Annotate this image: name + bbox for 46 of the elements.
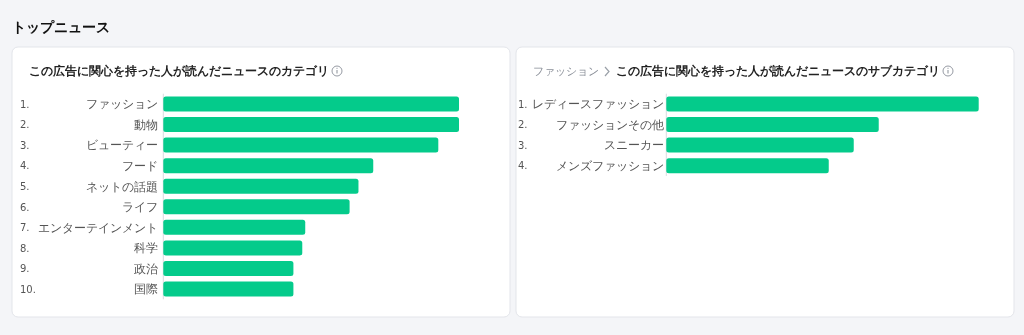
y-tick-label: レディースファッション [531, 97, 664, 112]
text: 9. [20, 263, 30, 275]
text: 4. [20, 160, 30, 172]
y-tick-label: エンターテインメント [38, 220, 158, 235]
chart-title: この広告に関心を持った人が読んだニュースのサブカテゴリ [616, 64, 940, 78]
y-tick-label: 科学 [134, 241, 158, 256]
text: 1. [20, 98, 30, 110]
bar [666, 117, 879, 133]
y-tick-label: 国際 [134, 282, 158, 297]
bar [163, 178, 359, 194]
text: 5. [20, 181, 30, 193]
y-tick-label: 政治 [134, 261, 158, 276]
bar [163, 96, 459, 112]
bar [163, 199, 350, 215]
text: トップニュース [12, 19, 110, 35]
bar [163, 260, 294, 276]
text: 3. [518, 139, 528, 151]
text: 3. [20, 139, 30, 151]
text: ファッション [533, 65, 599, 78]
bar [163, 281, 294, 297]
y-tick-label: ビューティー [86, 138, 158, 153]
bar [163, 137, 439, 153]
text: 2. [20, 119, 30, 131]
text: 8. [20, 242, 30, 254]
text: 7. [20, 222, 30, 234]
y-tick-label: メンズファッション [555, 158, 664, 173]
y-tick-label: ファッション [86, 97, 158, 112]
bar [163, 219, 306, 235]
bar [163, 158, 374, 174]
text: 2. [518, 119, 528, 131]
y-tick-label: スニーカー [603, 138, 664, 153]
y-tick-label: 動物 [134, 117, 158, 132]
bar [666, 158, 829, 174]
text: 1. [518, 98, 528, 110]
y-tick-label: ネットの話題 [86, 179, 158, 194]
text: 4. [518, 160, 528, 172]
bar [666, 96, 979, 112]
text: 10. [20, 283, 36, 295]
y-tick-label: フード [122, 158, 158, 173]
bar [163, 117, 459, 133]
bar [666, 137, 854, 153]
y-tick-label: ファッションその他 [555, 117, 664, 132]
y-tick-label: ライフ [122, 200, 158, 215]
text: 6. [20, 201, 30, 213]
bar [163, 240, 303, 256]
chart-title: この広告に関心を持った人が読んだニュースのカテゴリ [29, 64, 329, 78]
